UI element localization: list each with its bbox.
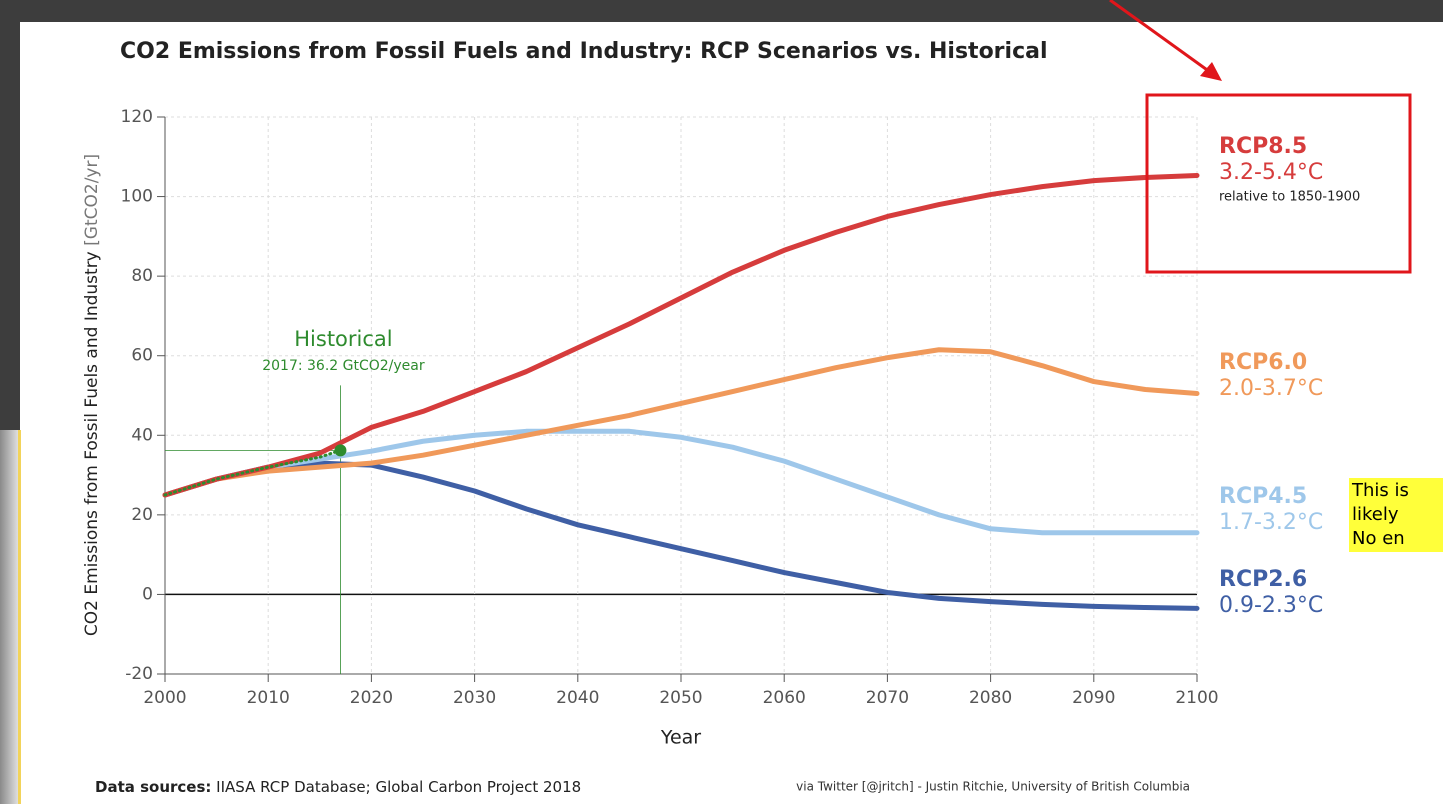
- note-line: This is: [1351, 480, 1409, 501]
- credit: via Twitter [@jritch] - Justin Ritchie, …: [796, 780, 1190, 794]
- y-axis-unit: [GtCO2/yr]: [82, 154, 102, 246]
- sources-text: IIASA RCP Database; Global Carbon Projec…: [216, 778, 581, 796]
- y-tick-label: 20: [131, 505, 153, 525]
- y-axis-label: CO2 Emissions from Fossil Fuels and Indu…: [82, 154, 102, 636]
- y-tick-label: 120: [121, 107, 153, 127]
- y-tick-label: 100: [121, 187, 153, 207]
- historical-annotation: 2017: 36.2 GtCO2/year: [262, 358, 425, 374]
- y-tick-label: -20: [125, 664, 153, 684]
- historical-point: [334, 444, 347, 457]
- series-line: [162, 172, 1200, 498]
- top-frame: [0, 0, 1443, 22]
- x-tick-label: 2070: [866, 688, 909, 708]
- legend-range: 2.0-3.7°C: [1219, 376, 1323, 401]
- x-tick-label: 2020: [350, 688, 393, 708]
- note-line: likely: [1352, 504, 1399, 525]
- historical-label: Historical: [294, 327, 392, 351]
- x-tick-label: 2000: [143, 688, 186, 708]
- window-edge-accent: [18, 430, 21, 804]
- x-tick-label: 2090: [1072, 688, 1115, 708]
- y-tick-label: 60: [131, 346, 153, 366]
- legend-name: RCP6.0: [1219, 350, 1307, 375]
- y-tick-label: 0: [142, 584, 153, 604]
- series-line: [162, 347, 1200, 498]
- legend-note: relative to 1850-1900: [1219, 190, 1360, 205]
- legend-range: 0.9-2.3°C: [1219, 593, 1323, 618]
- note-line: No en: [1352, 528, 1405, 549]
- x-tick-label: 2060: [763, 688, 806, 708]
- x-tick-label: 2100: [1175, 688, 1218, 708]
- y-tick-label: 40: [131, 425, 153, 445]
- chart-title: CO2 Emissions from Fossil Fuels and Indu…: [120, 39, 1048, 64]
- y-axis-title: CO2 Emissions from Fossil Fuels and Indu…: [82, 251, 102, 636]
- historical-line: [163, 448, 342, 497]
- legend-range: 1.7-3.2°C: [1219, 510, 1323, 535]
- x-tick-label: 2010: [247, 688, 290, 708]
- legend-name: RCP2.6: [1219, 567, 1307, 592]
- sources: Data sources: IIASA RCP Database; Global…: [95, 778, 581, 796]
- x-tick-label: 2040: [556, 688, 599, 708]
- left-window-edge: [0, 430, 20, 804]
- legend-name: RCP4.5: [1219, 484, 1307, 509]
- x-tick-label: 2050: [659, 688, 702, 708]
- arrow-head: [1200, 62, 1222, 81]
- note-box: [1349, 478, 1443, 552]
- legend-range: 3.2-5.4°C: [1219, 160, 1323, 185]
- series-line: [162, 428, 1200, 536]
- sources-label: Data sources:: [95, 778, 211, 796]
- arrow: [1109, 0, 1211, 74]
- y-tick-label: 80: [131, 266, 153, 286]
- left-frame: [0, 0, 20, 430]
- highlight-box: [1145, 93, 1412, 274]
- x-axis-label: Year: [660, 727, 701, 749]
- x-tick-label: 2080: [969, 688, 1012, 708]
- legend-name: RCP8.5: [1219, 134, 1307, 159]
- x-tick-label: 2030: [453, 688, 496, 708]
